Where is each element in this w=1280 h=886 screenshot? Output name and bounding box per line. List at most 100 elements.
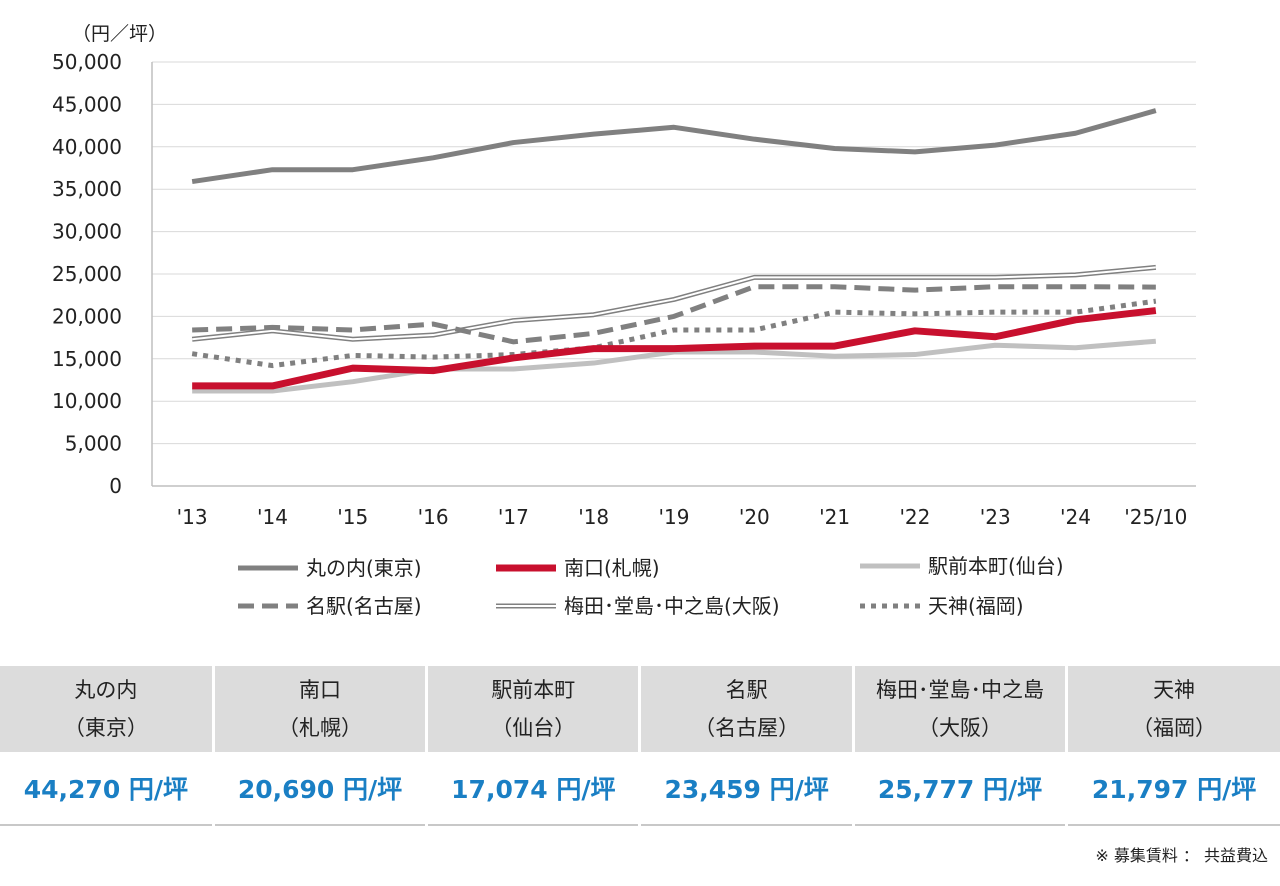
y-tick-label: 25,000 — [52, 262, 122, 286]
data-point — [995, 286, 996, 287]
data-point — [433, 357, 434, 358]
legend: 丸の内(東京) 南口(札幌) 駅前本町(仙台) 名駅(名古屋) 梅田･堂島･中之島(大阪… — [238, 554, 1064, 618]
data-point — [995, 345, 996, 346]
data-point — [754, 286, 755, 287]
data-point — [433, 370, 434, 371]
data-point — [674, 299, 675, 300]
data-point — [192, 329, 193, 330]
data-point — [834, 286, 835, 287]
data-point — [433, 324, 434, 325]
summary-area-name: 名駅 — [725, 678, 768, 702]
legend-item: 駅前本町(仙台) — [860, 554, 1064, 578]
data-point — [593, 134, 594, 135]
x-axis-ticks: '13 '14 '15 '16 '17 '18 '19 '20 '21 '22 '23 '24 '25/… — [177, 505, 1188, 529]
y-tick-label: 10,000 — [52, 389, 122, 413]
data-point — [593, 314, 594, 315]
data-point — [433, 157, 434, 158]
data-point — [272, 365, 273, 366]
data-point — [192, 339, 193, 340]
x-tick-label: '17 — [498, 505, 529, 529]
x-tick-label: '24 — [1060, 505, 1091, 529]
y-tick-label: 0 — [109, 474, 122, 498]
data-point — [192, 353, 193, 354]
data-point — [1075, 319, 1076, 320]
summary-header-cell: 名駅 （名古屋） — [639, 666, 855, 752]
x-tick-label: '19 — [659, 505, 690, 529]
series-line-inner — [192, 266, 1156, 341]
data-point — [995, 336, 996, 337]
y-tick-label: 20,000 — [52, 304, 122, 328]
data-point — [914, 313, 915, 314]
data-point — [272, 327, 273, 328]
data-point — [1155, 310, 1156, 311]
summary-value-cell: 20,690 円/坪 — [213, 752, 429, 826]
data-point — [1075, 347, 1076, 348]
data-point — [433, 335, 434, 336]
summary-value-cell: 25,777 円/坪 — [853, 752, 1069, 826]
x-tick-label: '16 — [418, 505, 449, 529]
data-point — [674, 329, 675, 330]
series-5 — [191, 298, 1157, 369]
legend-item: 名駅(名古屋) — [238, 594, 422, 618]
data-point — [754, 277, 755, 278]
data-point — [192, 391, 193, 392]
data-point — [995, 277, 996, 278]
data-point — [352, 381, 353, 382]
legend-label: 梅田･堂島･中之島(大阪) — [564, 594, 780, 618]
data-point — [593, 333, 594, 334]
line-chart: （円／坪） 0 5,000 10,000 15,000 20,000 25,000 30,0… — [52, 23, 1196, 618]
summary-city-name: （仙台） — [491, 716, 576, 740]
data-point — [513, 142, 514, 143]
y-tick-label: 45,000 — [52, 92, 122, 116]
data-point — [192, 181, 193, 182]
y-tick-label: 15,000 — [52, 347, 122, 371]
data-point — [272, 169, 273, 170]
data-point — [995, 312, 996, 313]
data-point — [352, 355, 353, 356]
summary-header-cell: 丸の内 （東京） — [0, 666, 215, 752]
data-point — [754, 346, 755, 347]
data-point — [834, 277, 835, 278]
summary-area-name: 駅前本町 — [491, 678, 576, 702]
summary-value-cell: 17,074 円/坪 — [426, 752, 642, 826]
data-point — [1155, 267, 1156, 268]
data-point — [352, 169, 353, 170]
summary-header-cell: 梅田･堂島･中之島 （大阪） — [853, 666, 1069, 752]
data-point — [834, 148, 835, 149]
data-point — [1075, 286, 1076, 287]
data-point — [513, 357, 514, 358]
data-point — [914, 151, 915, 152]
summary-city-name: （福岡） — [1132, 716, 1217, 740]
y-tick-label: 35,000 — [52, 177, 122, 201]
data-point — [754, 329, 755, 330]
x-tick-label: '15 — [337, 505, 368, 529]
legend-label: 名駅(名古屋) — [306, 594, 422, 618]
data-point — [995, 145, 996, 146]
data-point — [513, 320, 514, 321]
x-tick-label: '21 — [819, 505, 850, 529]
summary-city-name: （東京） — [63, 716, 148, 740]
summary-value-cell: 44,270 円/坪 — [0, 752, 215, 826]
summary-city-name: （大阪） — [917, 716, 1002, 740]
data-point — [914, 290, 915, 291]
data-point — [593, 363, 594, 364]
summary-city-name: （札幌） — [277, 716, 362, 740]
series-line — [191, 108, 1157, 185]
summary-city-name: （名古屋） — [694, 716, 800, 740]
y-tick-label: 40,000 — [52, 135, 122, 159]
x-tick-label: '14 — [257, 505, 288, 529]
footnote: ※ 募集賃料 ： 共益費込 — [1095, 846, 1268, 865]
data-point — [352, 329, 353, 330]
data-point — [513, 368, 514, 369]
summary-area-name: 梅田･堂島･中之島 — [875, 678, 1044, 702]
data-point — [1155, 341, 1156, 342]
data-point — [834, 346, 835, 347]
data-point — [1075, 312, 1076, 313]
data-point — [674, 316, 675, 317]
x-tick-label: '25/10 — [1124, 505, 1187, 529]
data-point — [1155, 110, 1156, 111]
data-point — [834, 312, 835, 313]
summary-header-cell: 天神 （福岡） — [1066, 666, 1280, 752]
series-line — [191, 298, 1157, 369]
data-point — [1075, 133, 1076, 134]
